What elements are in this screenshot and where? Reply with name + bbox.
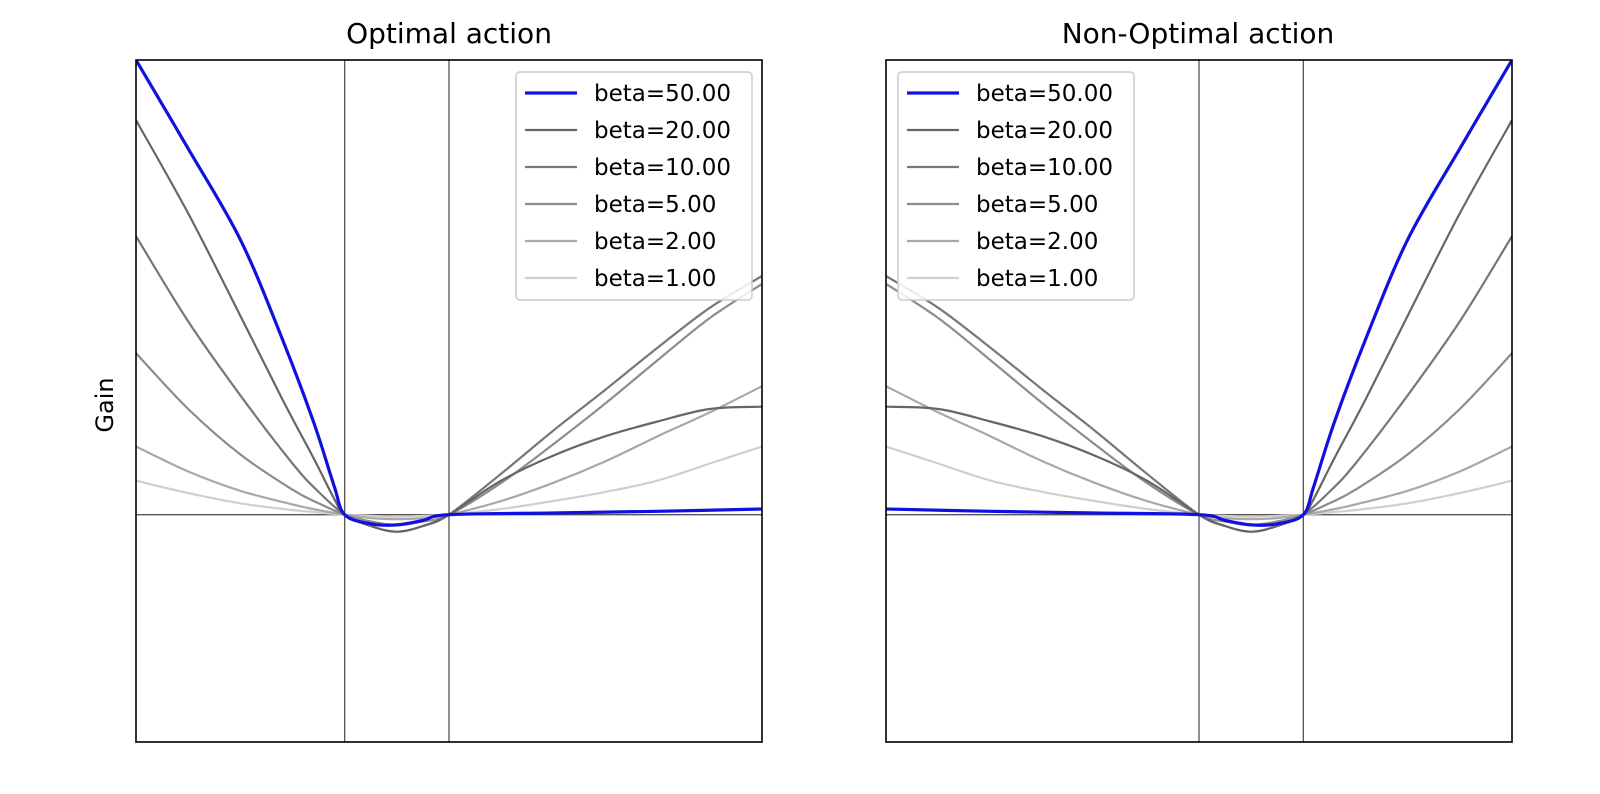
plot-area: beta=50.00 beta=20.00 beta=10.00 beta=5.00 b… xyxy=(885,59,1513,743)
series-line-beta-2-00 xyxy=(136,385,762,521)
series-line-beta-2-00 xyxy=(886,385,1512,521)
axes-frame xyxy=(135,59,763,743)
panel-optimal-action: Optimal action beta=50.00beta=20.00beta=… xyxy=(135,17,763,743)
legend: beta=50.00 beta=20.00 beta=10.00 beta=5.00 b… xyxy=(897,71,1135,301)
panel-title: Non-Optimal action xyxy=(1062,17,1335,50)
series-group xyxy=(886,60,1512,533)
series-group xyxy=(136,60,762,533)
legend-label: beta=50.00 xyxy=(976,81,1113,107)
series-line-beta-20-00 xyxy=(136,119,762,533)
legend-label: beta=10.00 xyxy=(976,155,1113,181)
legend-label: beta=20.00 xyxy=(594,118,731,144)
legend-label: beta=5.00 xyxy=(976,192,1098,218)
series-line-beta-1-00 xyxy=(886,445,1512,518)
legend: beta=50.00 beta=20.00 beta=10.00 beta=5.00 b… xyxy=(515,71,753,301)
series-line-beta-50-00 xyxy=(136,60,762,527)
series-line-beta-20-00 xyxy=(886,119,1512,533)
plot-area: beta=50.00 beta=20.00 beta=10.00 beta=5.00 b… xyxy=(135,59,763,743)
legend-label: beta=10.00 xyxy=(594,155,731,181)
series-line-beta-50-00 xyxy=(886,60,1512,527)
legend-label: beta=1.00 xyxy=(594,266,716,292)
legend-label: beta=1.00 xyxy=(976,266,1098,292)
panel-title: Optimal action xyxy=(346,17,552,50)
panel-non-optimal-action: Non-Optimal action beta=50.00beta=20.00b… xyxy=(885,17,1513,743)
axes-frame xyxy=(885,59,1513,743)
y-axis-label: Gain xyxy=(91,377,119,432)
legend-label: beta=50.00 xyxy=(594,81,731,107)
legend-label: beta=2.00 xyxy=(976,229,1098,255)
series-line-beta-1-00 xyxy=(136,445,762,518)
legend-label: beta=20.00 xyxy=(976,118,1113,144)
legend-label: beta=2.00 xyxy=(594,229,716,255)
legend-label: beta=5.00 xyxy=(594,192,716,218)
